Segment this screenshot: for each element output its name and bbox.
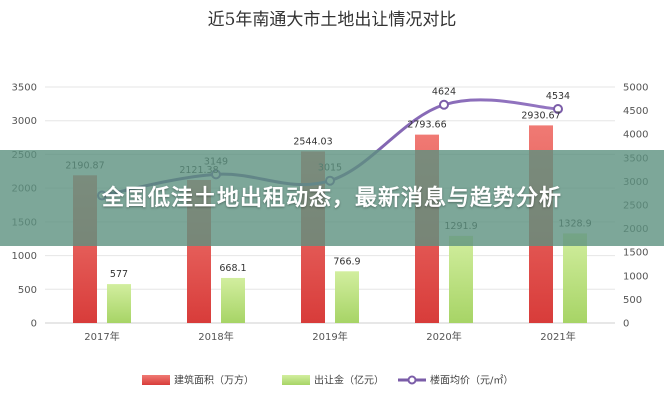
legend-label: 楼面均价（元/㎡） [430,374,513,387]
data-label: 577 [110,269,128,280]
y-tick-right: 1500 [623,248,648,259]
x-axis: 2017年 2018年 2019年 2020年 2021年 [84,330,575,343]
bar-transfer-fee [107,284,131,323]
y-tick-right: 500 [623,295,642,306]
y-tick-left: 0 [31,319,37,330]
chart-title: 近5年南通大市土地出让情况对比 [208,10,457,30]
x-tick: 2020年 [426,330,461,343]
data-label: 668.1 [219,263,246,274]
y-tick-left: 500 [18,285,37,296]
headline-banner: 全国低洼土地出租动态，最新消息与趋势分析 [0,150,664,246]
data-label: 2793.66 [407,120,446,131]
y-tick-right: 1000 [623,271,648,282]
price-label: 4534 [546,91,570,102]
y-tick-right: 4000 [623,130,648,141]
headline-text: 全国低洼土地出租动态，最新消息与趋势分析 [101,185,562,211]
y-tick-left: 3500 [12,83,37,94]
bar-transfer-fee [221,277,245,323]
price-point [439,99,449,110]
y-tick-left: 1000 [12,251,37,262]
bar-transfer-fee [449,235,473,323]
legend-swatch [282,375,310,385]
legend-label: 建筑面积（万方） [174,374,254,387]
legend-swatch-marker [407,375,417,385]
y-tick-right: 5000 [623,83,648,94]
bar-transfer-fee [563,233,587,323]
x-tick: 2017年 [84,330,119,343]
x-tick: 2018年 [198,330,233,343]
legend: 建筑面积（万方） 出让金（亿元） 楼面均价（元/㎡） [142,374,513,387]
bar-transfer-fee [335,271,359,323]
price-point [553,103,563,114]
data-label: 2930.67 [521,110,560,121]
y-tick-left: 3000 [12,116,37,127]
x-tick: 2019年 [312,330,347,343]
x-tick: 2021年 [540,330,575,343]
y-tick-right: 0 [623,319,629,330]
legend-swatch [142,375,170,385]
data-label: 766.9 [333,256,360,267]
data-label: 2544.03 [293,136,332,147]
legend-label: 出让金（亿元） [314,374,384,387]
y-tick-right: 4500 [623,106,648,117]
price-label: 4624 [432,87,456,98]
